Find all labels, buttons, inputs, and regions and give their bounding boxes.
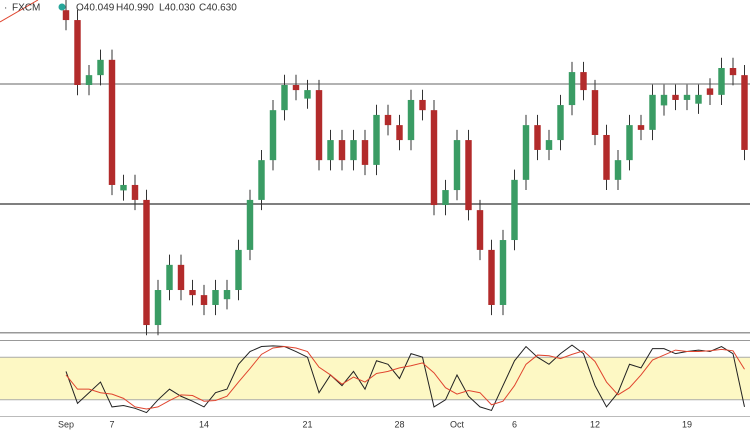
x-tick-label: 21 [302, 419, 312, 429]
drawing-line [0, 0, 39, 23]
candle-body [660, 94, 668, 106]
candle-body [246, 199, 254, 250]
candle-body [603, 134, 610, 180]
candle-body [235, 249, 242, 291]
candle-body [258, 160, 265, 200]
candle-body [419, 99, 426, 111]
candle-body [74, 20, 81, 86]
x-tick-label: Sep [58, 419, 74, 429]
x-tick-label: 6 [512, 419, 517, 429]
candle-body [361, 140, 369, 165]
candle-body [649, 94, 656, 130]
candle-body [154, 290, 162, 326]
candle-body [683, 94, 691, 100]
candle-body [706, 88, 714, 95]
x-tick-label: Oct [450, 419, 465, 429]
candle-body [281, 85, 288, 111]
candle-body [741, 75, 748, 150]
candle-body [189, 290, 196, 296]
candle-body [373, 114, 380, 165]
candle-body [315, 90, 323, 161]
ohlc-low: L40.030 [159, 3, 196, 14]
candle-body [488, 249, 495, 305]
stoch-line [65, 346, 745, 410]
candle-body [637, 125, 645, 130]
candle-body [695, 94, 702, 104]
candle-body [85, 75, 93, 85]
x-tick-label: 28 [394, 419, 404, 429]
x-tick-label: 14 [199, 419, 209, 429]
candle-body [327, 140, 334, 161]
x-tick-label: 12 [590, 419, 600, 429]
candle-body [304, 90, 311, 99]
candle-body [62, 10, 70, 21]
ohlc-close: C40.630 [199, 3, 237, 14]
candle-body [177, 264, 185, 291]
candle-body [499, 240, 507, 305]
ohlc-open: O40.049 [76, 3, 115, 14]
candle-body [430, 110, 438, 206]
candle-body [626, 125, 633, 161]
candle-body [396, 125, 403, 141]
candle-body [108, 59, 116, 185]
candle-body [269, 110, 277, 161]
candle-body [200, 295, 208, 305]
candle-body [557, 105, 564, 141]
candle-body [407, 99, 415, 141]
candle-body [223, 290, 231, 300]
candle-body [672, 94, 679, 100]
candle-body [212, 290, 219, 305]
candle-body [476, 210, 484, 250]
candle-body [292, 85, 300, 91]
candle-body [591, 90, 599, 135]
x-tick-label: 7 [109, 419, 114, 429]
candle-body [350, 140, 357, 161]
stoch-line [65, 344, 745, 414]
candle-body [97, 59, 104, 76]
candle-body [522, 125, 530, 180]
symbol: FXCM [12, 3, 40, 14]
candle-body [131, 184, 139, 200]
candle-body [580, 72, 587, 91]
candle-body [442, 190, 449, 206]
candle-body [338, 140, 346, 161]
candle-body [545, 140, 553, 150]
x-tick-label: 19 [682, 419, 692, 429]
candle-body [718, 68, 725, 95]
candle-body [568, 72, 576, 106]
candle-body [143, 199, 150, 326]
status-dot [58, 3, 66, 11]
ohlc-high: H40.990 [116, 3, 154, 14]
candle-body [453, 140, 461, 191]
candle-body [729, 68, 737, 76]
candle-body [511, 179, 518, 241]
candle-body [465, 140, 472, 211]
candle-body [534, 125, 541, 150]
separator: · [4, 3, 7, 14]
candle-body [384, 114, 392, 126]
candle-body [166, 264, 173, 291]
candle-body [120, 184, 127, 191]
candle-body [614, 160, 622, 180]
